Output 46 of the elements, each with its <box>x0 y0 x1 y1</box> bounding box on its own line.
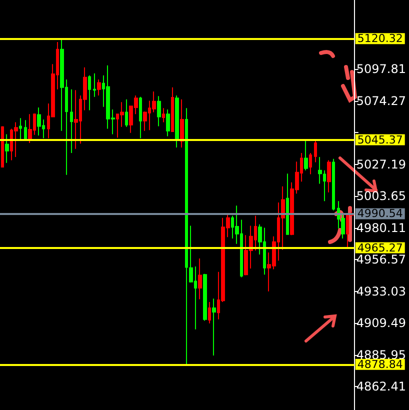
candlestick <box>5 134 9 164</box>
candlestick <box>139 96 142 139</box>
y-tick-label: 5097.81 <box>356 62 406 76</box>
candlestick <box>314 140 317 163</box>
candlestick <box>332 158 335 211</box>
candlestick <box>93 72 96 98</box>
ref-line-label: 4965.27 <box>357 241 403 254</box>
candlestick <box>74 90 78 150</box>
candlestick <box>212 298 216 356</box>
y-tick-label: 4933.03 <box>356 284 406 298</box>
candlestick <box>175 94 179 148</box>
y-tick-label: 5003.65 <box>356 189 406 204</box>
candlestick <box>208 301 211 324</box>
candlestick <box>166 109 170 137</box>
candlestick <box>24 120 27 140</box>
candlestick <box>327 160 331 193</box>
candlestick <box>88 74 91 111</box>
candlestick <box>37 106 41 136</box>
candlestick <box>97 78 101 96</box>
candlestick <box>180 98 184 148</box>
candlestick <box>28 114 32 144</box>
candlestick <box>318 156 322 184</box>
candlestick <box>1 126 4 168</box>
candlestick <box>198 258 202 300</box>
candlestick <box>162 108 165 123</box>
y-tick-label: 5074.27 <box>356 94 406 108</box>
y-tick-label: 4980.11 <box>356 220 406 235</box>
candlestick <box>125 98 128 128</box>
y-tick-label: 4909.49 <box>356 316 406 330</box>
ref-line-label: 5120.32 <box>357 32 403 46</box>
ref-line-label: 4878.84 <box>357 358 403 371</box>
candlestick <box>323 170 326 202</box>
candlestick <box>70 88 73 154</box>
candlestick <box>157 96 161 127</box>
y-tick-label: 5027.19 <box>356 157 406 172</box>
y-tick-label: 4956.57 <box>356 252 406 267</box>
candlestick <box>19 118 22 142</box>
candlestick <box>309 152 312 175</box>
candlestick <box>14 122 18 158</box>
candlestick <box>286 173 289 235</box>
candlestick <box>171 86 174 132</box>
y-tick-label: 4862.41 <box>356 380 406 394</box>
candlestick <box>304 140 308 171</box>
ref-line-label: 5045.37 <box>357 133 403 146</box>
ref-line-label: 4990.54 <box>357 207 403 220</box>
candlestick <box>203 273 207 322</box>
